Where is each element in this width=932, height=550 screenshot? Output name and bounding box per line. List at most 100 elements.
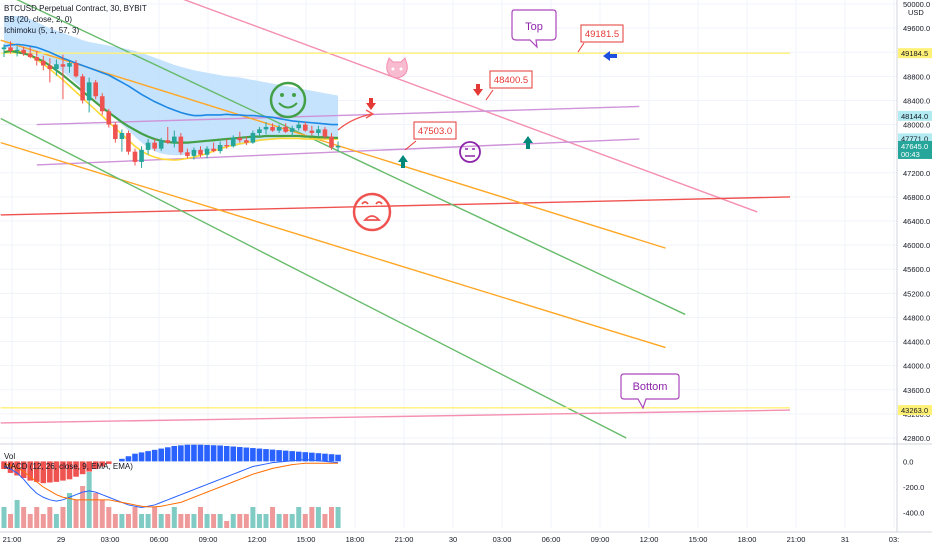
- price-tick-label: 42800.0: [903, 434, 930, 443]
- candle-body: [198, 149, 203, 155]
- candle-body: [14, 49, 20, 52]
- volume-bar: [256, 514, 262, 528]
- candle-body: [145, 142, 151, 150]
- time-tick-label: 18:00: [738, 535, 757, 544]
- volume-bar: [302, 514, 308, 528]
- volume-bar: [47, 507, 53, 528]
- trendline-6: [0, 141, 666, 349]
- macd-histogram-bar: [164, 447, 171, 462]
- price-box-49181[interactable]: 49181.5: [577, 24, 624, 53]
- macd-histogram-bar: [1, 461, 7, 470]
- price-tick-label: 48400.0: [903, 96, 930, 105]
- time-tick-label: 21:00: [3, 535, 22, 544]
- price-tag-label: 47771.0: [901, 134, 928, 143]
- volume-bar: [270, 507, 276, 528]
- macd-histogram-bar: [40, 461, 47, 484]
- volume-bar: [158, 514, 164, 528]
- candle-body: [211, 148, 216, 152]
- volume-bar: [132, 507, 138, 528]
- volume-bar: [315, 507, 321, 528]
- volume-bar: [1, 507, 7, 528]
- macd-histogram-bar: [276, 450, 282, 462]
- volume-bar: [283, 514, 289, 528]
- candles: [1, 41, 341, 168]
- macd-line: [3, 458, 339, 509]
- price-tick-label: 45200.0: [903, 289, 930, 298]
- trendlines[interactable]: [0, 0, 791, 439]
- price-box-48400[interactable]: 48400.5: [485, 70, 533, 101]
- time-tick-label: 15:00: [297, 535, 316, 544]
- cloud-fill: [4, 16, 339, 156]
- volume-bar: [93, 493, 99, 528]
- price-tag: 43263.0: [898, 405, 932, 416]
- price-tag: 47645.000:43: [898, 140, 932, 159]
- macd-histogram-bar: [60, 461, 66, 481]
- volume-bar: [125, 514, 131, 528]
- time-tick-label: 21:00: [395, 535, 414, 544]
- volume-bar: [211, 514, 217, 528]
- volume-bar: [165, 514, 171, 528]
- macd-histogram-bar: [191, 444, 197, 462]
- volume-bar: [119, 514, 125, 528]
- price-tick-label: 43600.0: [903, 386, 930, 395]
- price-tag-bg: [898, 140, 932, 159]
- price-tick-label: 46800.0: [903, 193, 930, 202]
- candle-body: [244, 140, 249, 143]
- time-tick-label: 03:00: [493, 535, 512, 544]
- trendline-0: [183, 0, 758, 213]
- candle-body: [191, 149, 197, 156]
- price-tick-label: 48800.0: [903, 72, 930, 81]
- macd-histogram-bar: [289, 451, 295, 462]
- candle-body: [322, 129, 328, 137]
- candle-body: [303, 124, 308, 131]
- time-tick-label: 31: [841, 535, 849, 544]
- candle-body: [67, 63, 72, 67]
- candle-body: [60, 64, 66, 67]
- macd-histogram-bar: [47, 461, 53, 483]
- volume-bar: [80, 486, 86, 528]
- volume-bar: [21, 507, 27, 528]
- macd-histogram-bar: [328, 454, 335, 462]
- trendline-4: [16, 0, 686, 316]
- bb-legend: BB (20, close, 2, 0): [4, 15, 73, 24]
- candle-body: [250, 132, 256, 143]
- macd-histogram-bar: [263, 449, 269, 462]
- candle-body: [230, 137, 236, 147]
- arrow-left-icon: [603, 51, 617, 61]
- annotations[interactable]: Top Bottom 49181.5 48400.5 47503.0: [269, 9, 680, 410]
- macd-histogram-bar: [295, 451, 302, 462]
- price-tick-label: 46400.0: [903, 217, 930, 226]
- indicator-lines: [3, 43, 339, 161]
- macd-histogram-bar: [250, 448, 256, 462]
- volume-bar: [322, 514, 328, 528]
- macd-histogram-bar: [178, 445, 184, 462]
- callout-bottom-label: Bottom: [633, 381, 668, 393]
- candle-body: [158, 140, 164, 149]
- macd-histogram-bar: [158, 448, 164, 462]
- callout-top[interactable]: Top: [511, 9, 557, 49]
- candle-body: [316, 129, 321, 133]
- macd-histogram-bar: [171, 446, 178, 462]
- price-box-47503[interactable]: 47503.0: [404, 121, 457, 151]
- arrow-down-icon: [366, 98, 376, 110]
- macd-histogram-bar: [335, 454, 341, 462]
- price-tick-label: 44800.0: [903, 313, 930, 322]
- time-tick-label: 12:00: [248, 535, 267, 544]
- trendline-7: [0, 117, 627, 439]
- lower-pane: [1, 444, 341, 528]
- candle-body: [172, 136, 177, 143]
- candle-body: [257, 129, 262, 133]
- candle-body: [41, 60, 46, 66]
- volume-bar: [224, 521, 230, 528]
- candle-body: [73, 63, 79, 77]
- candle-body: [8, 47, 13, 52]
- candle-body: [237, 137, 243, 141]
- volume-bar: [139, 514, 145, 528]
- volume-bar: [204, 514, 210, 528]
- price-tag-bg: [898, 110, 932, 121]
- candle-body: [93, 82, 98, 97]
- macd-histogram-bar: [106, 461, 112, 464]
- callout-bottom[interactable]: Bottom: [620, 373, 680, 410]
- volume-bar: [237, 514, 243, 528]
